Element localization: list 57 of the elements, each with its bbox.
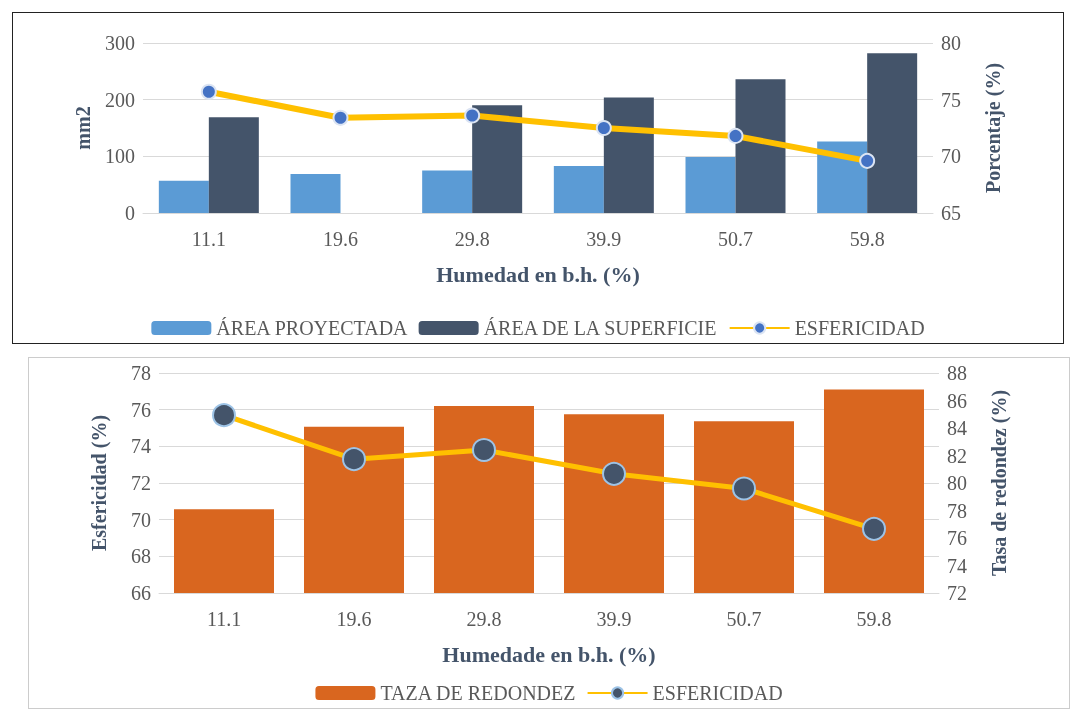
y-axis-title: Esfericidad (%)	[88, 414, 111, 552]
bar	[290, 173, 341, 213]
bar	[208, 117, 259, 213]
y2-tick-label: 86	[947, 389, 967, 412]
y-tick-label: 70	[131, 508, 151, 531]
bar	[472, 105, 523, 213]
x-axis-title: Humedade en b.h. (%)	[442, 641, 656, 667]
bar	[867, 53, 918, 213]
y-axis-title: mm2	[72, 106, 94, 150]
y-tick-label: 66	[131, 582, 151, 604]
y2-tick-label: 88	[947, 362, 967, 384]
x-tick-label: 11.1	[206, 608, 242, 630]
legend-label: ÁREA DE LA SUPERFICIE	[483, 317, 717, 339]
x-tick-label: 29.8	[454, 228, 490, 250]
y2-tick-label: 78	[947, 499, 967, 522]
x-tick-label: 39.9	[586, 228, 622, 250]
bar	[553, 165, 604, 213]
x-tick-label: 59.8	[849, 228, 885, 250]
legend-label: ESFERICIDAD	[652, 682, 783, 704]
bar	[735, 79, 786, 213]
y2-tick-label: 80	[947, 472, 967, 494]
y2-tick-label: 80	[941, 32, 961, 54]
y-tick-label: 0	[125, 202, 135, 224]
x-tick-label: 39.9	[596, 608, 632, 630]
y2-tick-label: 82	[947, 444, 967, 467]
x-tick-label: 19.6	[323, 228, 358, 250]
y-tick-label: 68	[131, 545, 151, 568]
bar	[158, 180, 209, 213]
y2-tick-label: 74	[947, 554, 967, 577]
y2-tick-label: 65	[941, 202, 961, 224]
x-tick-label: 50.7	[726, 608, 762, 630]
x-tick-label: 11.1	[191, 228, 226, 250]
x-axis-title: Humedad en b.h. (%)	[436, 261, 640, 287]
y-tick-label: 74	[131, 435, 151, 458]
y-tick-label: 76	[131, 398, 151, 421]
bar	[422, 170, 473, 213]
y2-tick-label: 72	[947, 582, 967, 604]
y2-axis-title: Porcentaje (%)	[982, 62, 1005, 194]
y2-tick-label: 70	[941, 145, 961, 168]
y-tick-label: 300	[105, 32, 135, 54]
legend-label: TAZA DE REDONDEZ	[380, 682, 576, 704]
y-tick-label: 100	[105, 145, 135, 168]
x-tick-label: 50.7	[718, 228, 753, 250]
bar	[685, 156, 736, 213]
x-tick-label: 29.8	[466, 608, 502, 630]
legend-label: ESFERICIDAD	[794, 317, 925, 339]
legend-label: ÁREA PROYECTADA	[216, 317, 409, 339]
bar	[603, 97, 654, 213]
y2-tick-label: 76	[947, 527, 967, 549]
y2-tick-label: 84	[947, 417, 967, 439]
y2-tick-label: 75	[941, 88, 961, 111]
y2-axis-title: Tasa de redondez (%)	[988, 389, 1011, 577]
x-tick-label: 59.8	[856, 608, 892, 630]
y-tick-label: 78	[131, 362, 151, 384]
x-tick-label: 19.6	[336, 608, 372, 630]
y-tick-label: 72	[131, 472, 151, 494]
y-tick-label: 200	[105, 88, 135, 111]
